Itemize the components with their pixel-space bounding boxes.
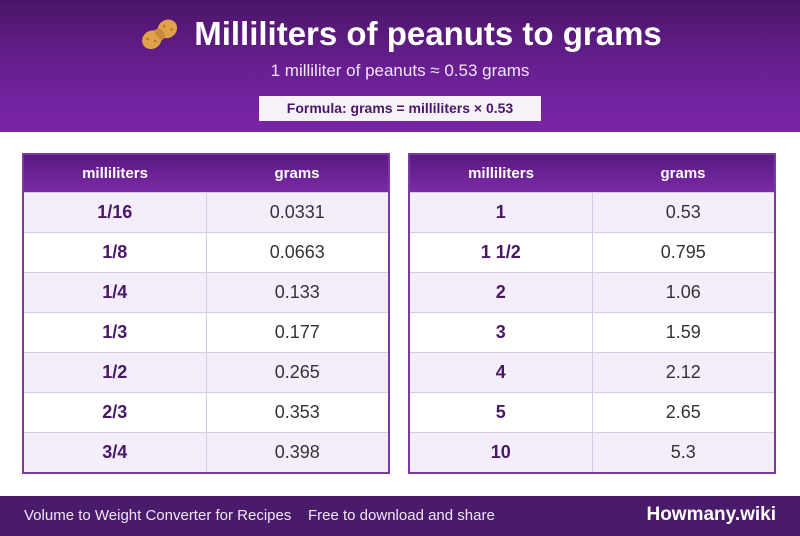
column-header-grams: grams xyxy=(206,154,389,193)
grams-cell: 0.53 xyxy=(591,192,775,233)
milliliters-cell: 1 xyxy=(409,192,592,233)
grams-cell: 0.353 xyxy=(205,392,389,433)
table-row: 10 5.3 xyxy=(409,432,775,473)
milliliters-cell: 2 xyxy=(409,272,592,313)
grams-cell: 2.65 xyxy=(591,392,775,433)
milliliters-cell: 4 xyxy=(409,352,592,393)
formula-badge: Formula: grams = milliliters × 0.53 xyxy=(259,96,541,121)
grams-cell: 0.398 xyxy=(205,432,389,473)
table-row: 3/4 0.398 xyxy=(23,432,389,473)
milliliters-cell: 5 xyxy=(409,392,592,433)
header-banner: Milliliters of peanuts to grams 1 millil… xyxy=(0,0,800,132)
grams-cell: 1.06 xyxy=(591,272,775,313)
table-row: 1/8 0.0663 xyxy=(23,232,389,273)
table-row: 1/4 0.133 xyxy=(23,272,389,313)
brand-logo-text[interactable]: Howmany.wiki xyxy=(646,504,776,525)
milliliters-cell: 1/4 xyxy=(23,272,206,313)
column-header-milliliters: milliliters xyxy=(23,154,206,193)
table-row: 3 1.59 xyxy=(409,312,775,353)
column-header-milliliters: milliliters xyxy=(409,154,592,193)
grams-cell: 1.59 xyxy=(591,312,775,353)
grams-cell: 0.133 xyxy=(205,272,389,313)
milliliters-cell: 1/2 xyxy=(23,352,206,393)
conversion-table-right: milliliters grams 1 0.53 1 1/2 0.795 2 1.06… xyxy=(408,153,776,474)
page-title: Milliliters of peanuts to grams xyxy=(194,15,662,52)
footer-left-text: Volume to Weight Converter for Recipes xyxy=(24,507,292,524)
table-row: 1 1/2 0.795 xyxy=(409,232,775,273)
grams-cell: 0.795 xyxy=(591,232,775,273)
milliliters-cell: 10 xyxy=(409,432,592,473)
grams-cell: 0.0331 xyxy=(205,192,389,233)
table-row: 1/3 0.177 xyxy=(23,312,389,353)
milliliters-cell: 1 1/2 xyxy=(409,232,592,273)
conversion-subtitle: 1 milliliter of peanuts ≈ 0.53 grams xyxy=(270,61,530,80)
table-row: 2 1.06 xyxy=(409,272,775,313)
table-row: 1 0.53 xyxy=(409,192,775,233)
column-header-grams: grams xyxy=(592,154,775,193)
grams-cell: 0.265 xyxy=(205,352,389,393)
conversion-table-left: milliliters grams 1/16 0.0331 1/8 0.0663 1… xyxy=(22,153,390,474)
milliliters-cell: 3 xyxy=(409,312,592,353)
milliliters-cell: 1/8 xyxy=(23,232,206,273)
grams-cell: 2.12 xyxy=(591,352,775,393)
footer-middle-text: Free to download and share xyxy=(308,507,495,524)
peanut-icon xyxy=(142,19,178,50)
grams-cell: 0.0663 xyxy=(205,232,389,273)
page-title-row: Milliliters of peanuts to grams xyxy=(0,14,800,54)
table-row: 1/2 0.265 xyxy=(23,352,389,393)
footer-bar: Volume to Weight Converter for Recipes F… xyxy=(0,496,800,536)
table-row: 5 2.65 xyxy=(409,392,775,433)
milliliters-cell: 1/16 xyxy=(23,192,206,233)
grams-cell: 5.3 xyxy=(591,432,775,473)
milliliters-cell: 3/4 xyxy=(23,432,206,473)
table-row: 1/16 0.0331 xyxy=(23,192,389,233)
milliliters-cell: 2/3 xyxy=(23,392,206,433)
table-row: 2/3 0.353 xyxy=(23,392,389,433)
milliliters-cell: 1/3 xyxy=(23,312,206,353)
grams-cell: 0.177 xyxy=(205,312,389,353)
table-row: 4 2.12 xyxy=(409,352,775,393)
